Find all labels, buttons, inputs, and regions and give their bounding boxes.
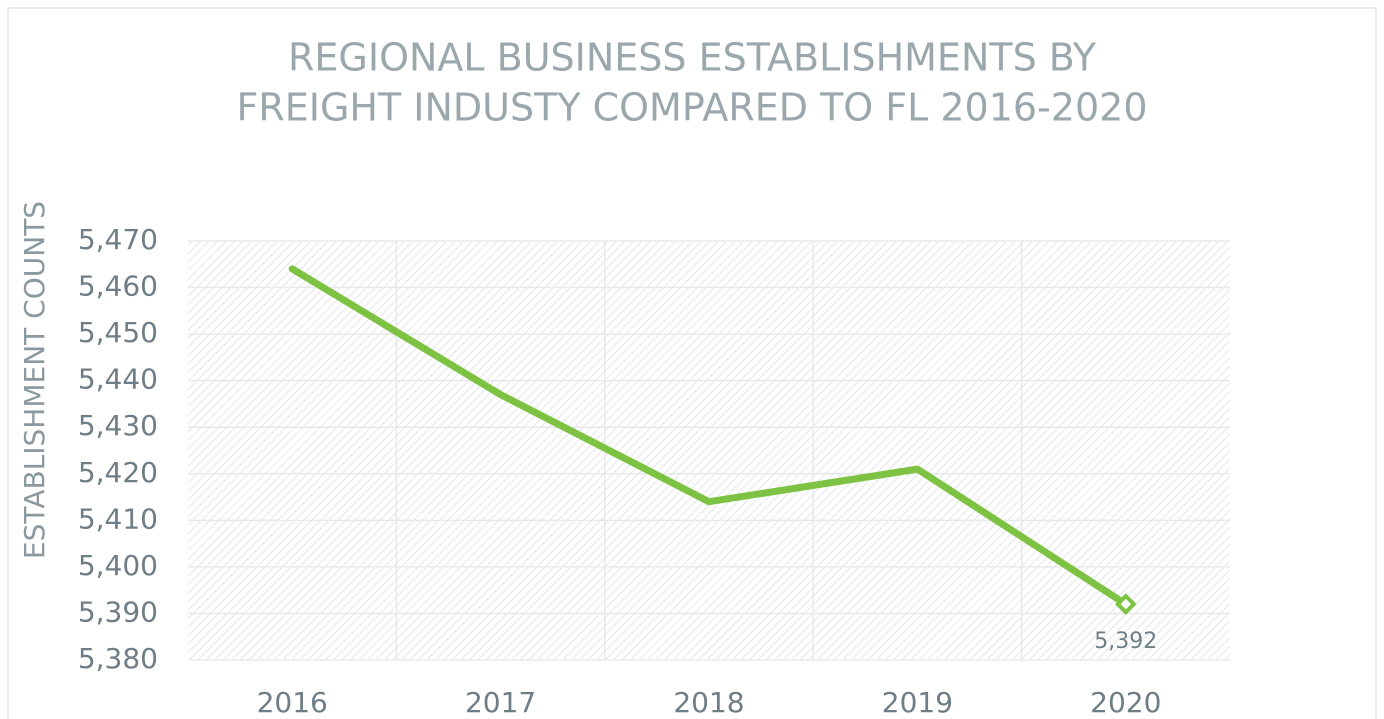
y-tick-label: 5,450	[78, 316, 158, 349]
x-tick-label: 2016	[257, 686, 328, 719]
x-tick-label: 2019	[882, 686, 953, 719]
y-tick-label: 5,430	[78, 409, 158, 442]
chart-title: REGIONAL BUSINESS ESTABLISHMENTS BY	[288, 36, 1097, 80]
data-line	[288, 265, 1130, 608]
y-tick-label: 5,390	[78, 595, 158, 628]
y-tick-label: 5,400	[78, 549, 158, 582]
y-tick-label: 5,440	[78, 363, 158, 396]
chart-frame	[7, 7, 1377, 719]
y-tick-label: 5,410	[78, 502, 158, 535]
y-tick-label: 5,460	[78, 270, 158, 303]
x-tick-label: 2018	[673, 686, 744, 719]
x-tick-label: 2020	[1090, 686, 1161, 719]
y-tick-label: 5,470	[78, 223, 158, 256]
chart-title: FREIGHT INDUSTY COMPARED TO FL 2016-2020	[236, 86, 1147, 130]
y-tick-label: 5,380	[78, 642, 158, 675]
data-marker	[1114, 593, 1137, 615]
data-label: 5,392	[1094, 629, 1157, 654]
y-tick-label: 5,420	[78, 456, 158, 489]
y-axis-label: ESTABLISHMENT COUNTS	[18, 201, 51, 559]
x-tick-label: 2017	[465, 686, 536, 719]
